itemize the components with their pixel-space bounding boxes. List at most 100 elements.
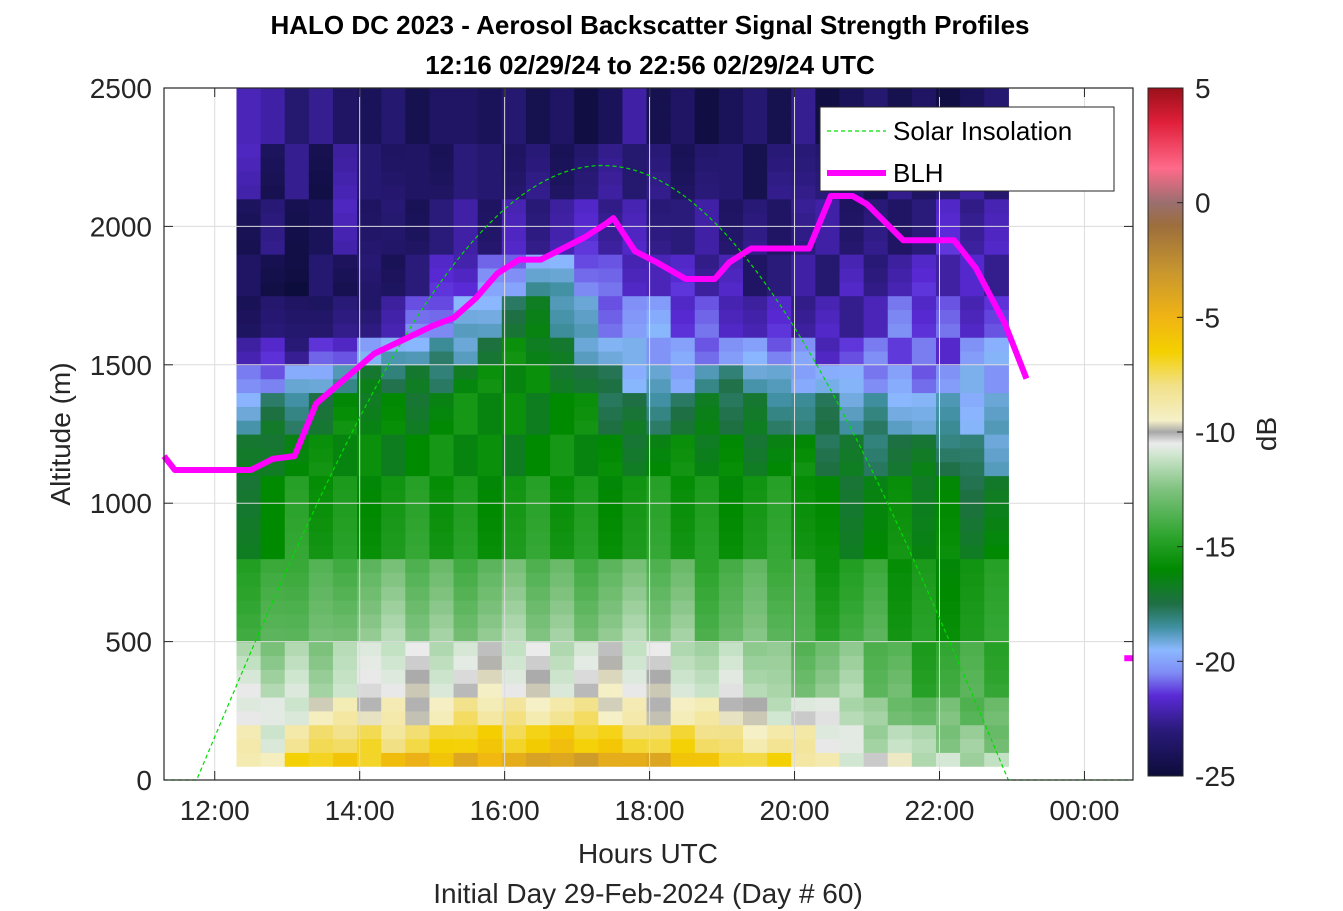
heatmap-cell bbox=[670, 406, 696, 421]
heatmap-cell bbox=[598, 350, 624, 366]
heatmap-cell bbox=[839, 295, 865, 311]
heatmap-cell bbox=[791, 323, 816, 338]
heatmap-cell bbox=[405, 489, 431, 504]
heatmap-cell bbox=[670, 461, 696, 477]
heatmap-cell bbox=[550, 586, 575, 601]
heatmap-cell bbox=[501, 157, 527, 172]
heatmap-cell bbox=[598, 309, 624, 324]
heatmap-cell bbox=[381, 143, 406, 158]
heatmap-cell bbox=[501, 558, 527, 573]
y-tick-label: 0 bbox=[136, 765, 152, 796]
heatmap-cell bbox=[501, 323, 527, 338]
heatmap-cell bbox=[332, 572, 358, 587]
heatmap-cell bbox=[646, 88, 672, 103]
heatmap-cell bbox=[332, 724, 358, 740]
heatmap-cell bbox=[574, 392, 599, 407]
heatmap-cell bbox=[815, 613, 841, 629]
heatmap-cell bbox=[550, 309, 575, 324]
heatmap-cell bbox=[332, 240, 358, 255]
heatmap-cell bbox=[525, 572, 551, 587]
heatmap-cell bbox=[332, 392, 358, 407]
heatmap-cell bbox=[501, 420, 527, 435]
heatmap-cell bbox=[525, 475, 551, 490]
heatmap-cell bbox=[598, 364, 624, 380]
heatmap-cell bbox=[935, 586, 961, 601]
heatmap-cell bbox=[863, 447, 889, 463]
heatmap-cell bbox=[357, 600, 382, 615]
heatmap-cell bbox=[405, 171, 431, 186]
heatmap-cell bbox=[694, 295, 720, 311]
heatmap-cell bbox=[960, 406, 985, 421]
x-tick-label: 00:00 bbox=[1049, 795, 1119, 826]
heatmap-cell bbox=[357, 295, 382, 311]
heatmap-cell bbox=[525, 517, 551, 532]
heatmap-cell bbox=[791, 475, 816, 490]
heatmap-cell bbox=[911, 752, 937, 767]
heatmap-cell bbox=[405, 696, 431, 712]
heatmap-cell bbox=[622, 323, 648, 338]
heatmap-cell bbox=[960, 613, 985, 629]
heatmap-cell bbox=[863, 420, 889, 435]
heatmap-cell bbox=[284, 323, 310, 338]
heatmap-cell bbox=[598, 171, 624, 186]
heatmap-cell bbox=[501, 184, 527, 200]
heatmap-cell bbox=[767, 600, 792, 615]
legend: Solar Insolation BLH bbox=[819, 106, 1115, 192]
heatmap-cell bbox=[550, 198, 575, 214]
heatmap-cell bbox=[887, 337, 913, 352]
heatmap-cell bbox=[767, 392, 792, 407]
heatmap-cell bbox=[718, 309, 744, 324]
heatmap-cell bbox=[670, 503, 696, 518]
heatmap-cell bbox=[308, 461, 334, 477]
heatmap-cell bbox=[767, 350, 792, 366]
heatmap-cell bbox=[694, 530, 720, 546]
heatmap-cell bbox=[646, 378, 672, 394]
heatmap-cell bbox=[525, 226, 551, 241]
heatmap-cell bbox=[670, 88, 696, 103]
heatmap-cell bbox=[911, 447, 937, 463]
heatmap-cell bbox=[598, 378, 624, 394]
heatmap-cell bbox=[718, 212, 744, 227]
heatmap-cell bbox=[622, 198, 648, 214]
heatmap-cell bbox=[670, 171, 696, 186]
heatmap-cell bbox=[405, 184, 431, 200]
heatmap-cell bbox=[453, 226, 479, 241]
heatmap-cell bbox=[501, 724, 527, 740]
heatmap-cell bbox=[284, 669, 310, 684]
heatmap-cell bbox=[236, 101, 262, 117]
heatmap-cell bbox=[501, 530, 527, 546]
heatmap-cell bbox=[984, 434, 1009, 449]
heatmap-cell bbox=[501, 212, 527, 227]
heatmap-cell bbox=[694, 337, 720, 352]
heatmap-cell bbox=[308, 434, 334, 449]
heatmap-cell bbox=[598, 724, 624, 740]
heatmap-cell bbox=[670, 558, 696, 573]
heatmap-cell bbox=[236, 752, 262, 767]
heatmap-cell bbox=[960, 655, 985, 670]
heatmap-cell bbox=[694, 738, 720, 753]
heatmap-cell bbox=[357, 198, 382, 214]
heatmap-cell bbox=[525, 641, 551, 657]
heatmap-cell bbox=[284, 627, 310, 643]
heatmap-cell bbox=[622, 530, 648, 546]
heatmap-cell bbox=[984, 669, 1009, 684]
heatmap-cell bbox=[911, 503, 937, 518]
heatmap-cell bbox=[429, 226, 455, 241]
heatmap-cell bbox=[405, 281, 431, 297]
heatmap-cell bbox=[815, 295, 841, 311]
heatmap-cell bbox=[670, 254, 696, 269]
heatmap-cell bbox=[332, 683, 358, 698]
heatmap-cell bbox=[598, 88, 624, 103]
heatmap-cell bbox=[357, 655, 382, 670]
heatmap-cell bbox=[357, 420, 382, 435]
heatmap-cell bbox=[260, 171, 286, 186]
heatmap-cell bbox=[791, 171, 816, 186]
heatmap-cell bbox=[357, 101, 382, 117]
heatmap-cell bbox=[357, 627, 382, 643]
heatmap-cell bbox=[839, 309, 865, 324]
heatmap-cell bbox=[308, 171, 334, 186]
heatmap-cell bbox=[984, 378, 1009, 394]
heatmap-cell bbox=[984, 517, 1009, 532]
heatmap-cell bbox=[236, 337, 262, 352]
heatmap-cell bbox=[453, 392, 479, 407]
